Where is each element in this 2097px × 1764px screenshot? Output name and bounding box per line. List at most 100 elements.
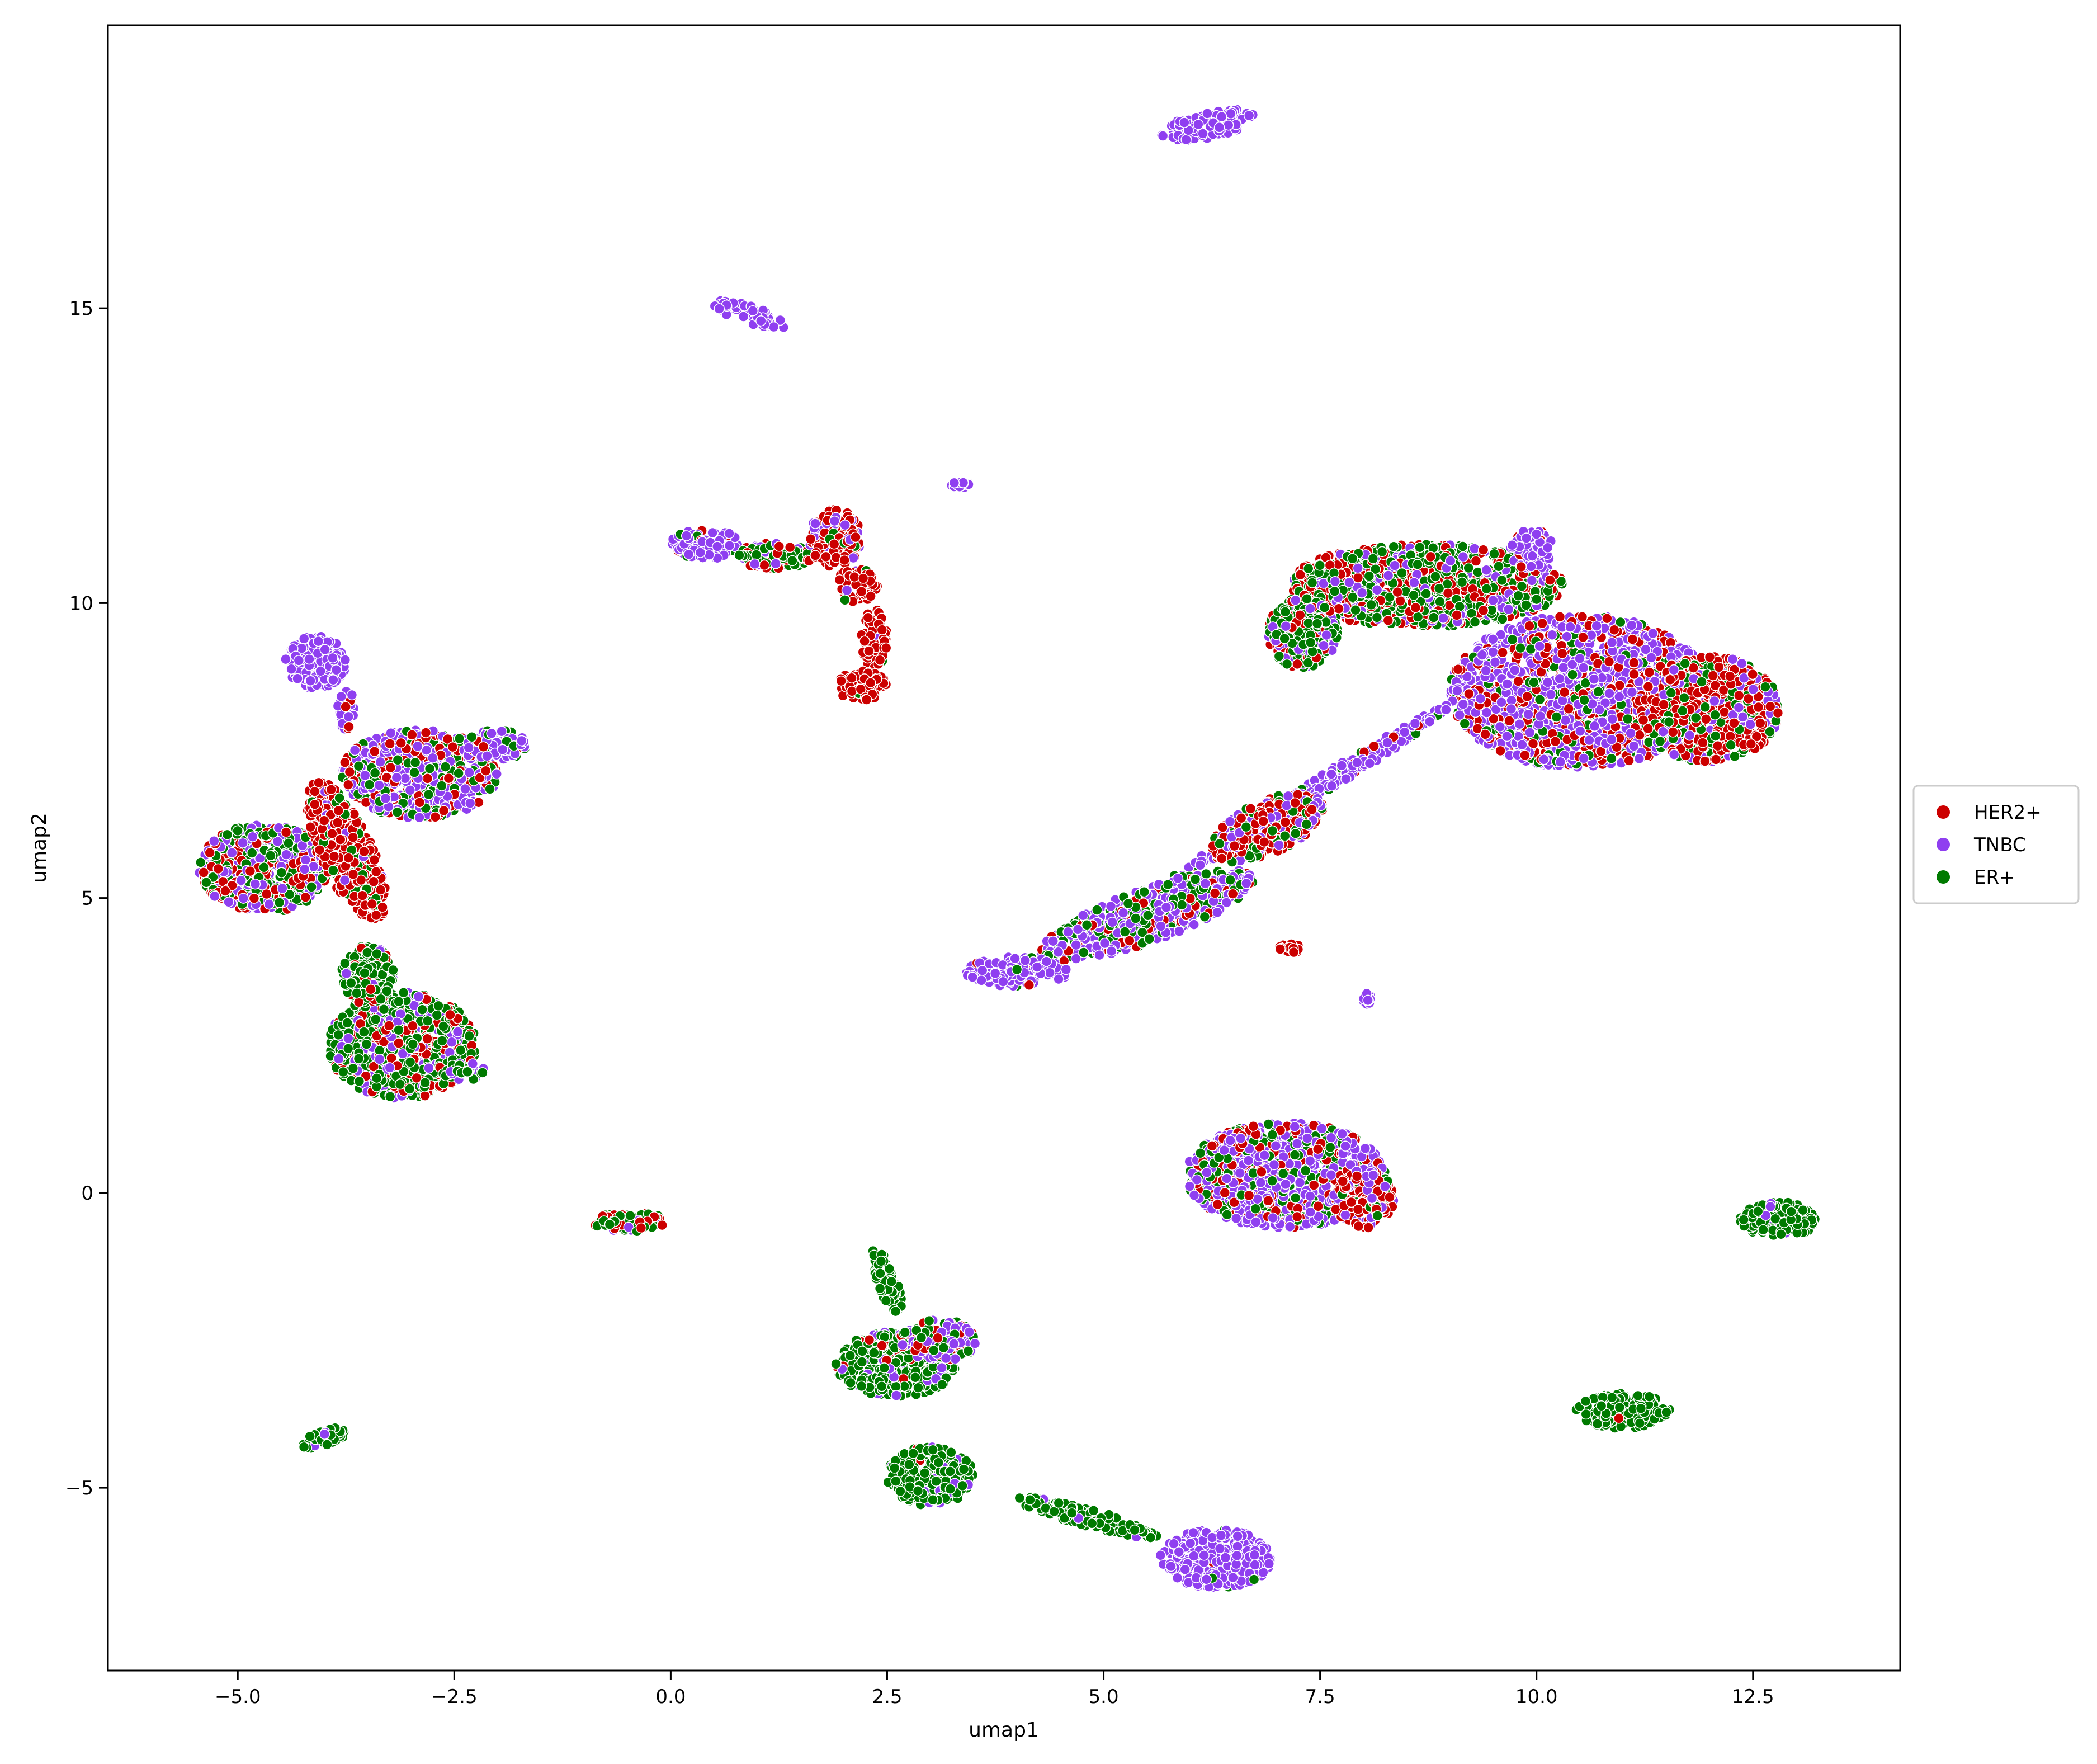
point-her2 xyxy=(810,550,821,561)
point-er xyxy=(404,1056,416,1068)
point-tnbc xyxy=(374,1054,385,1065)
point-her2 xyxy=(784,541,796,553)
point-tnbc xyxy=(463,742,474,753)
point-er xyxy=(464,1030,475,1042)
point-er xyxy=(404,1083,415,1095)
point-er xyxy=(1493,561,1504,572)
point-er xyxy=(339,958,351,969)
point-er xyxy=(419,1077,431,1088)
point-tnbc xyxy=(1356,587,1368,598)
point-er xyxy=(371,948,382,960)
point-her2 xyxy=(846,686,858,697)
point-er xyxy=(1428,612,1439,623)
point-tnbc xyxy=(1487,595,1499,606)
point-her2 xyxy=(820,551,832,563)
point-her2 xyxy=(1477,544,1489,555)
point-er xyxy=(1350,604,1361,616)
point-tnbc xyxy=(695,547,706,558)
point-her2 xyxy=(835,675,847,687)
point-er xyxy=(346,977,357,989)
point-er xyxy=(466,731,478,743)
point-er xyxy=(201,877,212,888)
point-her2 xyxy=(445,1009,456,1021)
point-er xyxy=(455,1045,466,1056)
point-tnbc xyxy=(714,303,725,314)
point-her2 xyxy=(407,729,418,740)
point-tnbc xyxy=(313,635,324,647)
point-er xyxy=(409,757,421,768)
point-er xyxy=(1279,606,1291,617)
point-her2 xyxy=(318,815,330,826)
point-tnbc xyxy=(829,515,840,527)
point-tnbc xyxy=(414,812,425,823)
point-er xyxy=(1329,586,1340,597)
point-her2 xyxy=(204,847,215,859)
point-her2 xyxy=(1442,587,1454,599)
point-er xyxy=(371,1072,382,1084)
point-er xyxy=(358,1026,370,1037)
point-er xyxy=(1363,570,1375,582)
point-tnbc xyxy=(277,883,288,894)
point-tnbc xyxy=(768,321,780,333)
point-her2 xyxy=(1425,551,1437,563)
point-tnbc xyxy=(413,991,424,1002)
point-er xyxy=(1376,546,1388,558)
point-er xyxy=(454,733,465,744)
point-tnbc xyxy=(359,770,371,781)
point-er xyxy=(359,967,370,979)
point-her2 xyxy=(385,762,396,773)
point-er xyxy=(351,988,362,999)
point-er xyxy=(353,1053,365,1064)
point-er xyxy=(393,996,404,1007)
point-her2 xyxy=(369,854,380,866)
point-er xyxy=(246,847,258,859)
point-her2 xyxy=(339,757,351,768)
point-er xyxy=(393,1024,404,1036)
point-tnbc xyxy=(724,528,735,539)
point-tnbc xyxy=(1180,134,1192,145)
point-her2 xyxy=(313,777,324,789)
point-her2 xyxy=(1451,610,1462,621)
point-her2 xyxy=(1292,658,1303,670)
point-her2 xyxy=(343,721,355,733)
point-er xyxy=(431,1010,443,1021)
point-tnbc xyxy=(1382,570,1394,581)
point-tnbc xyxy=(1197,128,1208,139)
point-er xyxy=(353,760,365,772)
point-er xyxy=(276,867,287,878)
point-er xyxy=(1396,567,1408,579)
point-er xyxy=(477,1067,488,1078)
point-er xyxy=(1347,553,1358,564)
point-her2 xyxy=(478,741,489,753)
point-tnbc xyxy=(333,1053,344,1064)
point-tnbc xyxy=(1344,577,1355,588)
point-tnbc xyxy=(747,305,759,317)
point-her2 xyxy=(300,892,311,903)
scatter-points xyxy=(193,103,1821,1593)
point-tnbc xyxy=(1352,563,1363,574)
point-er xyxy=(1302,563,1314,574)
point-er xyxy=(1531,593,1542,605)
point-tnbc xyxy=(497,744,508,756)
point-tnbc xyxy=(755,315,767,327)
point-er xyxy=(1496,574,1508,586)
point-tnbc xyxy=(948,477,960,489)
point-er xyxy=(369,767,381,779)
point-er xyxy=(423,789,434,800)
point-her2 xyxy=(347,869,359,880)
point-tnbc xyxy=(681,530,692,541)
point-her2 xyxy=(244,865,256,877)
point-tnbc xyxy=(496,725,507,737)
point-tnbc xyxy=(774,314,786,326)
point-her2 xyxy=(370,866,382,878)
point-her2 xyxy=(861,694,872,705)
point-er xyxy=(258,862,270,873)
point-tnbc xyxy=(223,897,234,908)
point-tnbc xyxy=(848,552,859,564)
point-tnbc xyxy=(1371,584,1383,596)
point-er xyxy=(750,549,762,560)
point-er xyxy=(1301,593,1312,605)
point-er xyxy=(1371,612,1383,623)
point-her2 xyxy=(865,591,876,602)
